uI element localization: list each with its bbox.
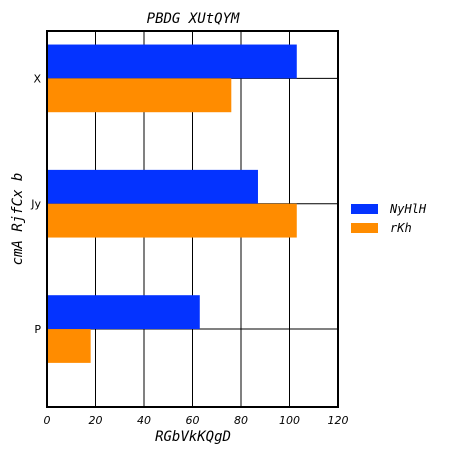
x-tick-label: 0 — [44, 414, 51, 427]
legend-label: NyHlH — [389, 202, 427, 216]
legend-swatch — [351, 223, 378, 233]
chart-title: PBDG XUtQYM — [147, 11, 240, 27]
legend-swatch — [351, 204, 378, 214]
y-tick-label: Jy — [30, 198, 41, 211]
y-tick-label: X — [33, 72, 41, 85]
y-axis-ticks: X Jy P — [30, 72, 41, 336]
legend-label: rKh — [390, 221, 412, 235]
bar-NyHlH-Jy — [47, 170, 258, 204]
x-axis-label: RGbVkKQgD — [155, 429, 231, 445]
y-tick-label: P — [34, 323, 41, 336]
x-tick-label: 120 — [328, 414, 349, 427]
bar-rKh-X — [47, 78, 231, 112]
bar-rKh-Jy — [47, 204, 297, 238]
bar-NyHlH-P — [47, 295, 200, 329]
bar-rKh-P — [47, 329, 91, 363]
x-axis-ticks: 0 20 40 60 80 100 120 — [44, 414, 349, 427]
bar-NyHlH-X — [47, 45, 297, 79]
x-tick-label: 80 — [234, 414, 248, 427]
y-axis-label: cmA RjfCx b — [10, 173, 26, 266]
x-tick-label: 60 — [186, 414, 200, 427]
x-tick-label: 40 — [137, 414, 151, 427]
x-tick-label: 100 — [279, 414, 300, 427]
legend: NyHlH rKh — [351, 202, 427, 235]
x-tick-label: 20 — [89, 414, 103, 427]
